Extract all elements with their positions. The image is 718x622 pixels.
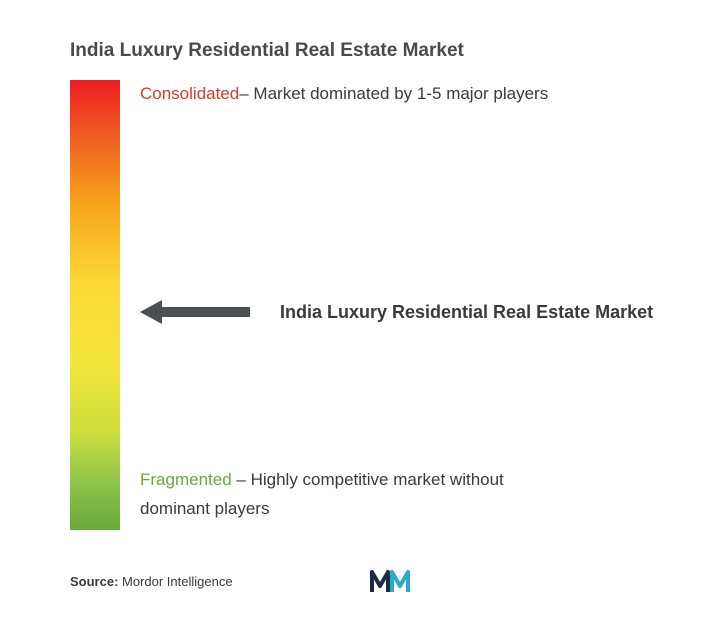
page-title: India Luxury Residential Real Estate Mar… xyxy=(70,40,668,62)
marker-label: India Luxury Residential Real Estate Mar… xyxy=(280,302,653,323)
source-value: Mordor Intelligence xyxy=(118,574,232,589)
mordor-logo-icon xyxy=(370,568,410,594)
gradient-bar xyxy=(70,80,120,530)
consolidated-label: Consolidated– Market dominated by 1-5 ma… xyxy=(140,80,560,109)
consolidated-description: – Market dominated by 1-5 major players xyxy=(239,84,548,103)
source-row: Source: Mordor Intelligence xyxy=(70,568,650,594)
arrow-left-icon xyxy=(140,298,250,326)
consolidated-keyword: Consolidated xyxy=(140,84,239,103)
fragmented-keyword: Fragmented xyxy=(140,470,232,489)
source-label: Source: xyxy=(70,574,118,589)
marker-row: India Luxury Residential Real Estate Mar… xyxy=(140,298,653,326)
fragmented-label: Fragmented – Highly competitive market w… xyxy=(140,466,560,524)
source-text: Source: Mordor Intelligence xyxy=(70,574,233,589)
concentration-scale: Consolidated– Market dominated by 1-5 ma… xyxy=(70,80,668,530)
